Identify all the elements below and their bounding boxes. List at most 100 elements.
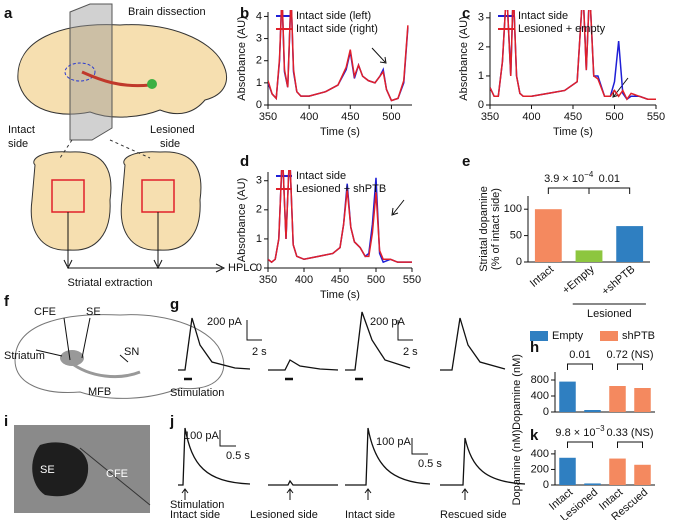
micrograph-fiber xyxy=(79,447,151,506)
x-axis-label: Time (s) xyxy=(320,289,360,301)
y-tick-label: 100 xyxy=(504,203,522,215)
significance-bracket xyxy=(588,187,631,194)
bar xyxy=(634,388,651,412)
p-value-base: 0.01 xyxy=(569,349,590,361)
y-axis-label: (% of intact side) xyxy=(490,188,502,270)
p-value-base: 0.33 (NS) xyxy=(606,427,653,439)
bar xyxy=(616,226,644,262)
y-tick-label: 3 xyxy=(256,32,262,44)
x-tick-label: 550 xyxy=(647,111,665,123)
label: MFB xyxy=(88,386,111,398)
y-tick-label: 3 xyxy=(256,175,262,187)
y-tick-label: 0 xyxy=(256,262,262,274)
legend-label: Intact side xyxy=(518,10,568,22)
x-axis-label: Time (s) xyxy=(553,126,593,138)
group-label: Lesioned xyxy=(587,308,632,320)
label: side xyxy=(160,138,180,150)
legend-label: Intact side (right) xyxy=(296,23,378,35)
y-tick-label: 4 xyxy=(256,10,262,22)
significance-bracket xyxy=(547,187,590,194)
p-value: 0.33 (NS) xyxy=(606,427,653,439)
x-tick-label: 350 xyxy=(481,111,499,123)
legend-swatch xyxy=(600,331,618,341)
x-tick-label: 550 xyxy=(403,274,421,286)
label: Lesioned side xyxy=(250,509,318,520)
y-axis-label: Absorbance (AU) xyxy=(236,16,248,100)
x-tick-label: 400 xyxy=(522,111,540,123)
y-tick-label: 0 xyxy=(478,99,484,111)
panel-label: b xyxy=(240,5,249,22)
scale-label: 200 pA xyxy=(370,316,406,328)
panel-label: d xyxy=(240,153,249,170)
bar xyxy=(584,483,601,485)
legend-label: Empty xyxy=(552,330,584,342)
x-tick-label: Intact xyxy=(528,263,556,289)
y-tick-label: 2 xyxy=(478,41,484,53)
x-tick-label: 450 xyxy=(331,274,349,286)
y-axis-label: Dopamine (nM) xyxy=(511,430,523,506)
panel-label: c xyxy=(462,5,470,22)
bar xyxy=(534,209,562,262)
legend-label: Intact side xyxy=(296,170,346,182)
y-tick-label: 3 xyxy=(478,12,484,24)
p-value-exp: −4 xyxy=(584,170,594,179)
label: Intact xyxy=(8,124,35,136)
y-axis-label: Striatal dopamine xyxy=(478,186,490,272)
y-tick-label: 800 xyxy=(531,374,549,386)
x-tick-label: 500 xyxy=(382,111,400,123)
arrow xyxy=(391,199,405,216)
arrow xyxy=(371,47,387,64)
y-tick-label: 400 xyxy=(531,390,549,402)
label: Stimulation xyxy=(170,387,224,399)
y-tick-label: 0 xyxy=(516,256,522,268)
scale-label: 0.5 s xyxy=(226,450,250,462)
scale-label: 100 pA xyxy=(376,436,412,448)
p-value-base: 0.72 (NS) xyxy=(606,349,653,361)
label: Rescued side xyxy=(440,509,507,520)
bar xyxy=(634,464,651,485)
legend-label: Lesioned + empty xyxy=(518,23,606,35)
trace-group xyxy=(178,311,506,381)
p-value-base: 3.9 × 10 xyxy=(544,173,584,185)
x-tick-label: 350 xyxy=(259,274,277,286)
label: CFE xyxy=(34,306,56,318)
sagittal-diagram xyxy=(14,314,225,399)
y-axis-label: Absorbance (AU) xyxy=(458,16,470,100)
panel-label: a xyxy=(4,5,13,22)
y-tick-label: 1 xyxy=(478,70,484,82)
x-tick-label: 450 xyxy=(341,111,359,123)
x-tick-label: 500 xyxy=(605,111,623,123)
label: SE xyxy=(86,306,101,318)
label: CFE xyxy=(106,468,128,480)
label: SE xyxy=(40,464,55,476)
bar xyxy=(559,457,576,485)
legend-swatch xyxy=(530,331,548,341)
scale-label: 2 s xyxy=(403,346,418,358)
label: Lesioned xyxy=(150,124,195,136)
y-tick-label: 0 xyxy=(256,99,262,111)
x-tick-label: 500 xyxy=(367,274,385,286)
significance-bracket xyxy=(617,441,643,448)
line-series xyxy=(268,10,409,102)
p-value-base: 9.8 × 10 xyxy=(555,427,595,439)
significance-bracket xyxy=(567,363,593,370)
panel-label: j xyxy=(169,413,174,430)
bar xyxy=(609,458,626,485)
line-series xyxy=(268,170,412,264)
label: side xyxy=(8,138,28,150)
p-value: 0.01 xyxy=(599,173,620,185)
panel-label: k xyxy=(530,427,539,444)
scale-label: 200 pA xyxy=(207,316,243,328)
label: SN xyxy=(124,346,139,358)
significance-bracket xyxy=(617,363,643,370)
y-axis-label: Absorbance (AU) xyxy=(236,178,248,262)
y-tick-label: 2 xyxy=(256,204,262,216)
p-value-base: 0.01 xyxy=(599,173,620,185)
y-tick-label: 0 xyxy=(543,479,549,491)
p-value-exp: −3 xyxy=(595,424,605,433)
panel-label: g xyxy=(170,296,179,313)
bar xyxy=(609,386,626,412)
scale-label: 100 pA xyxy=(184,430,220,442)
y-tick-label: 1 xyxy=(256,77,262,89)
